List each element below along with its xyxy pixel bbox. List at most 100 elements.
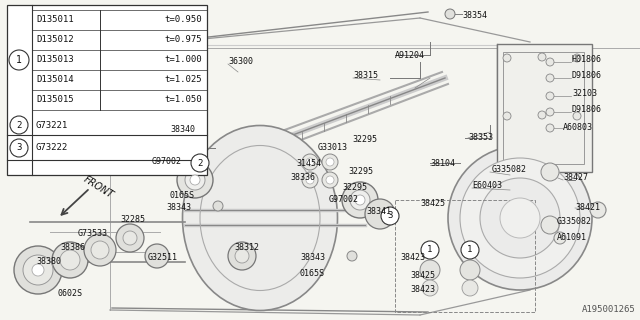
Circle shape [190,175,200,185]
Text: 2: 2 [197,158,203,167]
Circle shape [116,224,144,252]
Circle shape [503,112,511,120]
Text: G73221: G73221 [36,121,68,130]
Text: 31454: 31454 [296,158,321,167]
Text: 0165S: 0165S [300,268,325,277]
Circle shape [302,172,318,188]
Text: G97002: G97002 [152,157,182,166]
Text: 2: 2 [16,121,22,130]
Ellipse shape [182,125,337,310]
Circle shape [145,244,169,268]
Circle shape [355,195,365,205]
Circle shape [480,178,560,258]
Circle shape [460,260,480,280]
Circle shape [14,246,62,294]
Text: 0602S: 0602S [58,290,83,299]
Circle shape [546,108,554,116]
Circle shape [445,9,455,19]
Text: 38336: 38336 [290,173,315,182]
Text: G33013: G33013 [318,143,348,153]
Circle shape [590,202,606,218]
Text: 38427: 38427 [563,173,588,182]
Circle shape [420,260,440,280]
Circle shape [421,241,439,259]
Circle shape [448,146,592,290]
Text: 38353: 38353 [468,133,493,142]
Circle shape [546,58,554,66]
Text: A91204: A91204 [395,51,425,60]
Circle shape [350,190,370,210]
Text: 38386: 38386 [60,244,85,252]
Circle shape [546,124,554,132]
Text: G335082: G335082 [492,165,527,174]
Text: E60403: E60403 [472,181,502,190]
Circle shape [302,154,318,170]
Circle shape [503,54,511,62]
Text: A60803: A60803 [563,123,593,132]
Text: t=1.025: t=1.025 [164,76,202,84]
Circle shape [538,53,546,61]
Circle shape [541,216,559,234]
Circle shape [342,182,378,218]
Text: 38340: 38340 [170,125,195,134]
Bar [497,44,592,172]
Circle shape [10,139,28,157]
Text: FRONT: FRONT [82,174,115,200]
Bar [7,5,207,175]
Circle shape [462,280,478,296]
Text: 38354: 38354 [462,12,487,20]
Text: 32103: 32103 [572,90,597,99]
Circle shape [326,158,334,166]
Text: 1: 1 [467,245,473,254]
Circle shape [177,162,213,198]
Text: 38423: 38423 [410,285,435,294]
Circle shape [322,172,338,188]
Circle shape [23,255,53,285]
Text: 3: 3 [16,143,22,153]
Text: 38380: 38380 [36,258,61,267]
Bar [503,52,584,164]
Text: 1: 1 [428,245,433,254]
Circle shape [9,50,29,70]
Text: D91806: D91806 [572,71,602,81]
Text: G335082: G335082 [557,218,592,227]
Text: A61091: A61091 [557,233,587,242]
Text: 38104: 38104 [430,158,455,167]
Text: D135015: D135015 [36,95,74,105]
Circle shape [123,231,137,245]
Circle shape [422,280,438,296]
Circle shape [554,232,566,244]
Circle shape [306,176,314,184]
Text: G32511: G32511 [148,253,178,262]
Circle shape [52,242,88,278]
Text: D135013: D135013 [36,55,74,65]
Text: G73533: G73533 [78,229,108,238]
Circle shape [60,250,80,270]
Circle shape [546,92,554,100]
Circle shape [541,163,559,181]
Circle shape [347,251,357,261]
Text: 38425: 38425 [420,199,445,209]
Circle shape [322,154,338,170]
Circle shape [306,158,314,166]
Text: 38312: 38312 [234,244,259,252]
Circle shape [84,234,116,266]
Circle shape [573,112,581,120]
Text: 32295: 32295 [342,183,367,193]
Text: t=1.000: t=1.000 [164,55,202,65]
Circle shape [365,199,395,229]
Circle shape [228,242,256,270]
Circle shape [460,158,580,278]
Text: 32295: 32295 [352,135,377,145]
Bar [395,200,535,312]
Circle shape [32,264,44,276]
Text: 36300: 36300 [228,58,253,67]
Circle shape [546,74,554,82]
Text: 38421: 38421 [575,203,600,212]
Text: 38425: 38425 [410,271,435,281]
Circle shape [10,116,28,134]
Circle shape [185,170,205,190]
Text: H01806: H01806 [572,55,602,65]
Text: 38341: 38341 [366,207,391,217]
Circle shape [213,201,223,211]
